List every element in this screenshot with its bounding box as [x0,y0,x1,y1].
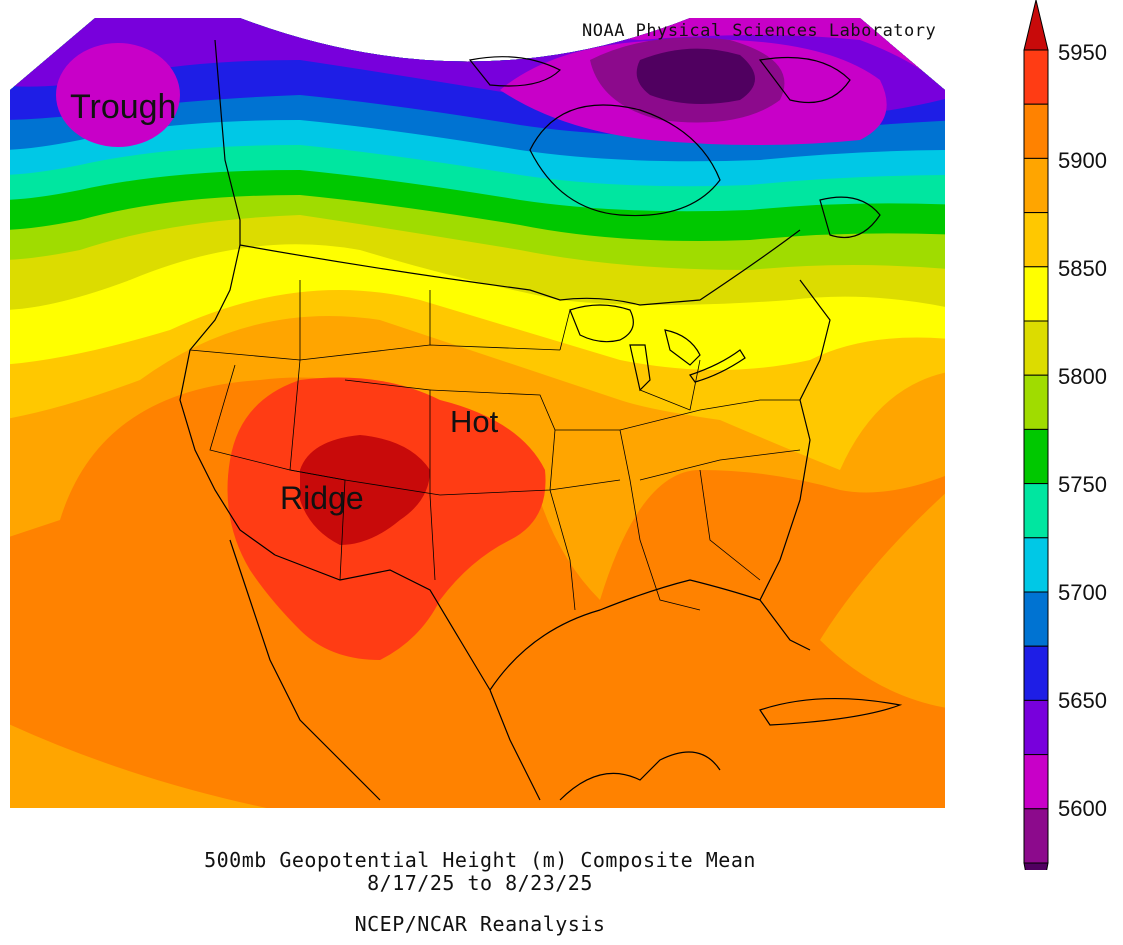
georgia-carolina [699,469,761,581]
midwest-lines [559,309,701,411]
colorbar-legend [1023,0,1049,870]
date-range: 8/17/25 to 8/23/25 [367,871,593,895]
mississippi-alabama [639,539,701,611]
oklahoma-arkansas [549,489,576,611]
colorado-newmexico [344,379,436,581]
lake-superior [569,304,634,343]
colorbar-bin [1023,645,1049,701]
fill-5975 [300,435,430,545]
colorbar-bin [1023,483,1049,539]
colorbar-bin [1023,212,1049,268]
colorbar-bin [1023,49,1049,105]
cuba [759,697,903,726]
newfoundland [819,196,881,239]
east-coast [759,279,831,601]
colorbar-bins [1023,0,1049,870]
chart-title: 500mb Geopotential Height (m) Composite … [204,848,756,872]
lake-michigan [629,344,651,392]
hot-label: Hot [450,404,499,439]
colorbar-tick-label: 5750 [1058,472,1107,497]
fill-5900-sw [10,720,330,808]
colorbar-tick-label: 5700 [1058,580,1107,605]
colorbar-bin [1023,0,1049,51]
gulf-coast [489,579,811,691]
west-coast [179,244,276,556]
us-mexico-border [274,554,491,691]
colorbar-bin [1023,266,1049,322]
mexico-pacific-coast [229,539,381,801]
colorbar-bin [1023,754,1049,810]
colorbar-tick-label: 5950 [1058,40,1107,65]
fill-below-5600 [636,48,755,104]
lake-huron [664,329,701,366]
colorbar-bin [1023,157,1049,214]
colorbar-bin [1023,537,1049,593]
colorbar-tick-label: 5900 [1058,148,1107,173]
colorbar-bin [1023,862,1049,870]
data-source: NCEP/NCAR Reanalysis [354,912,606,936]
arctic-island-1 [468,56,562,87]
ridge-label: Ridge [280,480,364,516]
trough-label: Trough [70,88,177,126]
fill-5900-se [820,480,945,710]
state-boundaries [189,280,801,611]
credit-text: NOAA Physical Sciences Laboratory [582,21,937,41]
baffin-island [758,56,851,104]
northern-plains-lines [299,280,431,360]
colorbar-bin [1023,591,1049,647]
utah-arizona [289,359,346,581]
map-canvas [10,18,945,808]
colorbar-bin [1023,428,1049,485]
missouri-illinois [555,429,641,541]
state-line-north [189,344,561,361]
colorbar-tick-label: 5850 [1058,256,1107,281]
colorbar-tick-label: 5800 [1058,364,1107,389]
yucatan [559,751,721,801]
colorbar-tick-label: 5650 [1058,688,1107,713]
colorbar-bin [1023,103,1049,159]
fill-5625-trough [56,43,180,147]
geographic-outlines [179,39,903,801]
bc-coast [214,39,241,245]
kentucky-virginia [619,399,800,431]
fill-5625-north [420,18,945,110]
tennessee-nc [639,449,801,481]
colorbar-bin [1023,320,1049,376]
hudson-bay [529,104,721,217]
kansas-nebraska [429,389,556,491]
us-canada-border [239,229,801,306]
colorbar-bin [1023,374,1049,430]
geopotential-height-map: NOAA Physical Sciences Laboratory Trough… [10,18,945,808]
colorbar-bin [1023,808,1049,864]
colorbar-tick-label: 5600 [1058,796,1107,821]
nevada-california [209,364,291,471]
mexico-gulf-coast [489,689,541,801]
colorbar-bin [1023,699,1049,756]
lake-erie [689,349,746,383]
